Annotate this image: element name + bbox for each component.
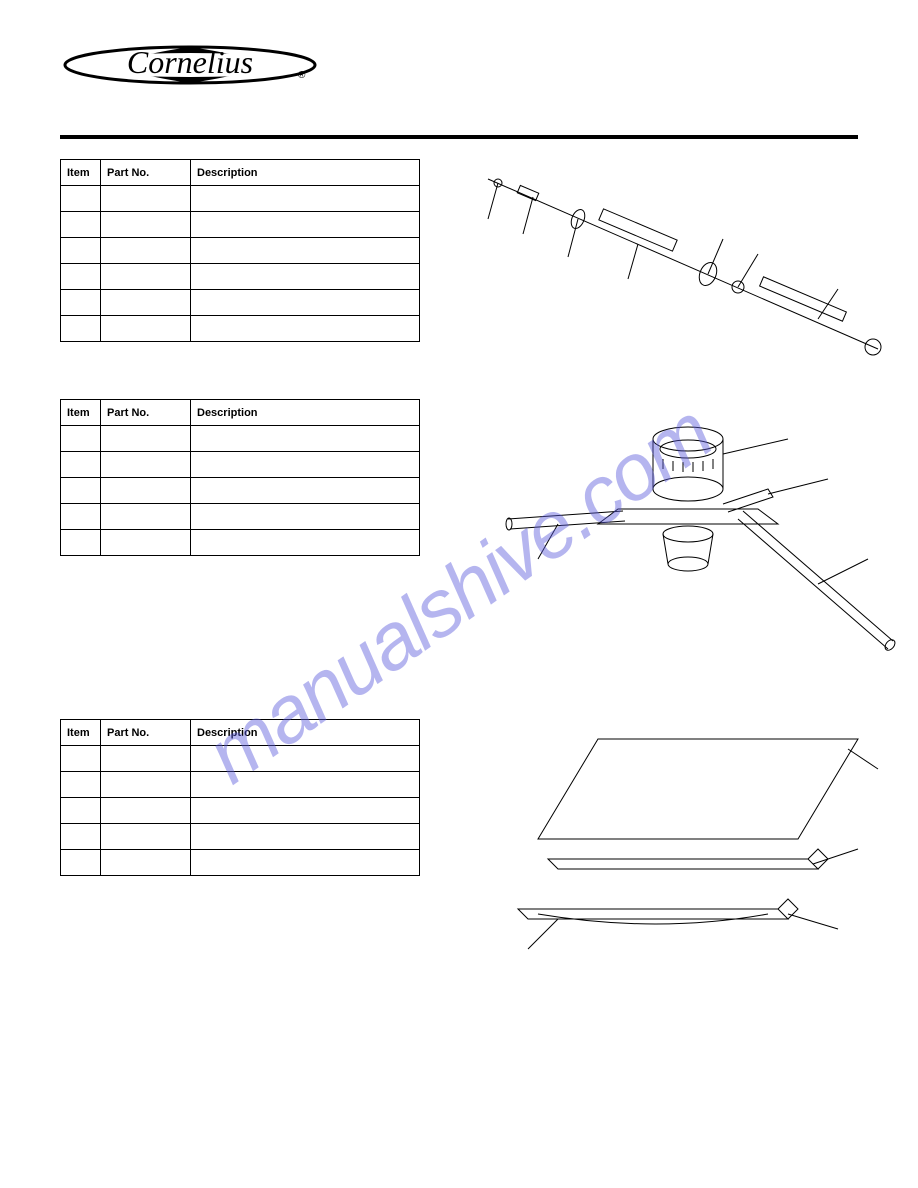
diagram-panel <box>478 719 898 984</box>
table-row <box>61 746 420 772</box>
col-header-partno: Part No. <box>101 720 191 746</box>
svg-text:Cornelius: Cornelius <box>127 44 253 80</box>
section-shaft: Item Part No. Description <box>60 159 858 359</box>
table-row <box>61 530 420 556</box>
section-panel: Item Part No. Description <box>60 719 858 979</box>
diagram-motor <box>478 389 898 674</box>
table-row <box>61 238 420 264</box>
table-row <box>61 212 420 238</box>
table-row <box>61 478 420 504</box>
diagram-shaft <box>478 159 898 364</box>
col-header-partno: Part No. <box>101 160 191 186</box>
table-row <box>61 504 420 530</box>
table-row <box>61 316 420 342</box>
col-header-desc: Description <box>191 720 420 746</box>
parts-table-shaft: Item Part No. Description <box>60 159 420 342</box>
col-header-desc: Description <box>191 160 420 186</box>
svg-text:®: ® <box>298 70 306 81</box>
table-row <box>61 186 420 212</box>
col-header-partno: Part No. <box>101 400 191 426</box>
divider-line <box>60 135 858 139</box>
table-row <box>61 426 420 452</box>
col-header-item: Item <box>61 160 101 186</box>
table-row <box>61 772 420 798</box>
parts-table-panel: Item Part No. Description <box>60 719 420 876</box>
table-row <box>61 452 420 478</box>
col-header-item: Item <box>61 400 101 426</box>
table-row <box>61 290 420 316</box>
brand-logo: Cornelius ® <box>60 30 858 105</box>
section-motor: Item Part No. Description <box>60 399 858 679</box>
col-header-item: Item <box>61 720 101 746</box>
table-row <box>61 264 420 290</box>
col-header-desc: Description <box>191 400 420 426</box>
table-row <box>61 824 420 850</box>
table-row <box>61 850 420 876</box>
parts-table-motor: Item Part No. Description <box>60 399 420 556</box>
table-row <box>61 798 420 824</box>
